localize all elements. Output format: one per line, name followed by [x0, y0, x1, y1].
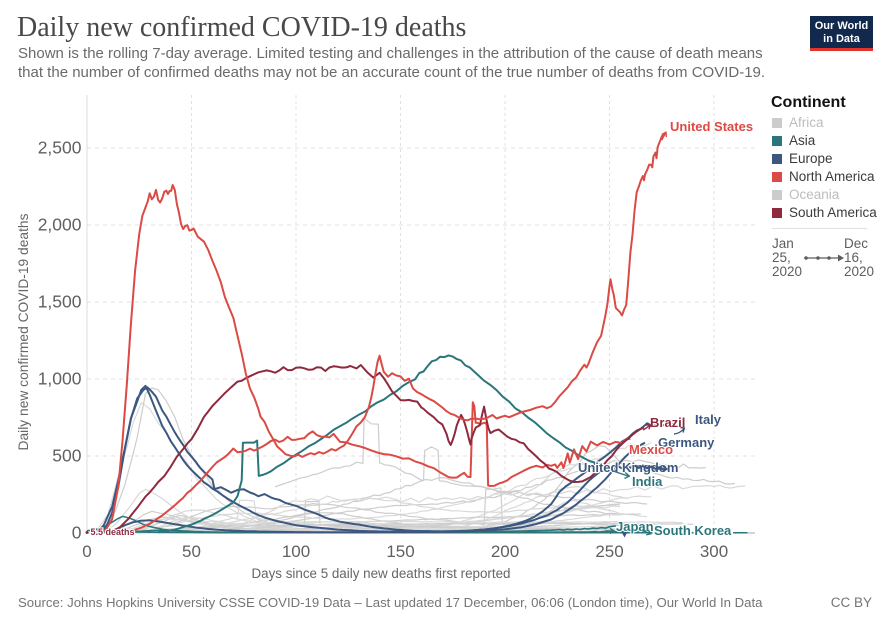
svg-text:1,500: 1,500 — [38, 292, 82, 312]
svg-text:0: 0 — [72, 523, 82, 543]
svg-text:Daily new confirmed COVID-19 d: Daily new confirmed COVID-19 deaths — [16, 213, 31, 450]
svg-text:Days since 5 daily new deaths: Days since 5 daily new deaths first repo… — [251, 566, 510, 581]
svg-text:Mexico: Mexico — [629, 442, 673, 457]
svg-text:2,000: 2,000 — [38, 215, 82, 235]
svg-text:2,500: 2,500 — [38, 138, 82, 158]
svg-text:300: 300 — [700, 542, 728, 561]
svg-text:5.5 deaths: 5.5 deaths — [91, 527, 135, 537]
svg-text:United Kingdom: United Kingdom — [578, 460, 678, 475]
svg-text:1,000: 1,000 — [38, 369, 82, 389]
svg-text:150: 150 — [386, 542, 414, 561]
svg-text:Brazil: Brazil — [650, 415, 685, 430]
svg-text:200: 200 — [491, 542, 519, 561]
svg-text:India: India — [632, 474, 663, 489]
svg-text:250: 250 — [595, 542, 623, 561]
svg-text:Italy: Italy — [695, 412, 722, 427]
svg-text:South Korea: South Korea — [654, 523, 732, 538]
svg-text:100: 100 — [282, 542, 310, 561]
svg-text:500: 500 — [52, 446, 81, 466]
svg-text:50: 50 — [182, 542, 201, 561]
svg-text:United States: United States — [670, 119, 753, 134]
svg-text:Germany: Germany — [658, 435, 715, 450]
svg-text:0: 0 — [82, 542, 91, 561]
svg-text:Japan: Japan — [616, 519, 654, 534]
